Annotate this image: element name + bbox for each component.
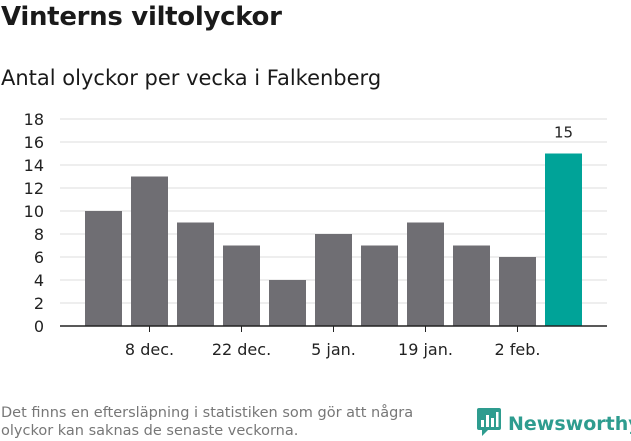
- bar[interactable]: [361, 245, 398, 327]
- bar-highlight[interactable]: [545, 153, 582, 327]
- bar[interactable]: [223, 245, 260, 327]
- y-tick-label: 0: [34, 317, 44, 336]
- bar[interactable]: [499, 257, 536, 326]
- axes: [60, 325, 607, 332]
- bar[interactable]: [177, 222, 214, 327]
- bar-chart: 0 2 4 6 8 10 12 14 16 18 8 dec. 22 dec. 5 jan. 19 jan…: [24, 110, 607, 359]
- brand-name: Newsworthy: [508, 413, 631, 435]
- footnote: Det finns en eftersläpning i statistiken…: [1, 405, 414, 439]
- labels: 0 2 4 6 8 10 12 14 16 18 8 dec. 22 dec. 5 jan. 19 jan…: [24, 110, 573, 359]
- bar[interactable]: [407, 222, 444, 327]
- x-tick-label: 8 dec.: [125, 340, 174, 359]
- brand-logo[interactable]: Newsworthy: [476, 407, 631, 441]
- y-tick-label: 2: [34, 294, 44, 313]
- bar[interactable]: [269, 280, 306, 326]
- y-tick-label: 18: [24, 110, 44, 129]
- y-tick-label: 8: [34, 225, 44, 244]
- y-tick-label: 14: [24, 156, 44, 175]
- y-tick-label: 6: [34, 248, 44, 267]
- y-tick-label: 16: [24, 133, 44, 152]
- bar[interactable]: [131, 176, 168, 327]
- bar[interactable]: [85, 211, 122, 326]
- bar[interactable]: [453, 245, 490, 327]
- chart-subtitle: Antal olyckor per vecka i Falkenberg: [1, 66, 382, 90]
- bars: [85, 153, 582, 327]
- y-tick-label: 12: [24, 179, 44, 198]
- bar[interactable]: [315, 234, 352, 326]
- chat-bubble-bar-chart-icon: [476, 407, 502, 441]
- chart-title: Vinterns viltolyckor: [1, 2, 282, 32]
- x-tick-label: 22 dec.: [212, 340, 271, 359]
- x-tick-label: 2 feb.: [495, 340, 541, 359]
- x-tick-label: 19 jan.: [398, 340, 453, 359]
- data-label: 15: [554, 124, 573, 142]
- y-tick-label: 10: [24, 202, 44, 221]
- y-tick-label: 4: [34, 271, 44, 290]
- x-tick-label: 5 jan.: [311, 340, 356, 359]
